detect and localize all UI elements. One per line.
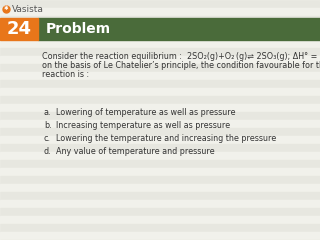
Text: Consider the reaction equilibrium :  2SO₂(g)+O₂ (g)⇌ 2SO₃(g); ΔH° = −198kJ: Consider the reaction equilibrium : 2SO₂… [42, 52, 320, 61]
Bar [0, 96, 320, 104]
Text: Increasing temperature as well as pressure: Increasing temperature as well as pressu… [56, 121, 230, 130]
Text: a.: a. [44, 108, 52, 117]
Bar [0, 176, 320, 184]
Bar [0, 104, 320, 112]
Text: on the basis of Le Chatelier’s principle, the condition favourable for the forwa: on the basis of Le Chatelier’s principle… [42, 61, 320, 70]
Text: ✱: ✱ [4, 6, 8, 11]
Text: b.: b. [44, 121, 52, 130]
Text: Problem: Problem [46, 22, 111, 36]
Bar [0, 0, 320, 8]
Bar [0, 32, 320, 40]
Bar [0, 200, 320, 208]
Bar [0, 80, 320, 88]
Bar [0, 88, 320, 96]
Bar [0, 192, 320, 200]
Bar [0, 40, 320, 48]
Bar [0, 232, 320, 240]
Text: c.: c. [44, 134, 51, 143]
Bar [0, 48, 320, 56]
Bar [0, 56, 320, 64]
Bar [0, 64, 320, 72]
Bar [0, 208, 320, 216]
Text: Lowering of temperature as well as pressure: Lowering of temperature as well as press… [56, 108, 236, 117]
Bar [0, 24, 320, 32]
Text: reaction is :: reaction is : [42, 70, 89, 79]
Bar [0, 160, 320, 168]
Bar [0, 72, 320, 80]
Bar [38, 18, 320, 40]
Bar [0, 168, 320, 176]
Bar [0, 18, 38, 40]
Text: d.: d. [44, 147, 52, 156]
Bar [0, 144, 320, 152]
Text: Vasista: Vasista [12, 5, 44, 13]
Bar [0, 8, 320, 16]
Bar [0, 216, 320, 224]
Bar [0, 112, 320, 120]
Bar [0, 224, 320, 232]
Text: 24: 24 [6, 20, 31, 38]
Text: Lowering the temperature and increasing the pressure: Lowering the temperature and increasing … [56, 134, 276, 143]
Bar [0, 120, 320, 128]
Text: Any value of temperature and pressure: Any value of temperature and pressure [56, 147, 215, 156]
Bar [0, 152, 320, 160]
Bar [0, 184, 320, 192]
Bar [0, 128, 320, 136]
Bar [0, 16, 320, 24]
Bar [0, 136, 320, 144]
